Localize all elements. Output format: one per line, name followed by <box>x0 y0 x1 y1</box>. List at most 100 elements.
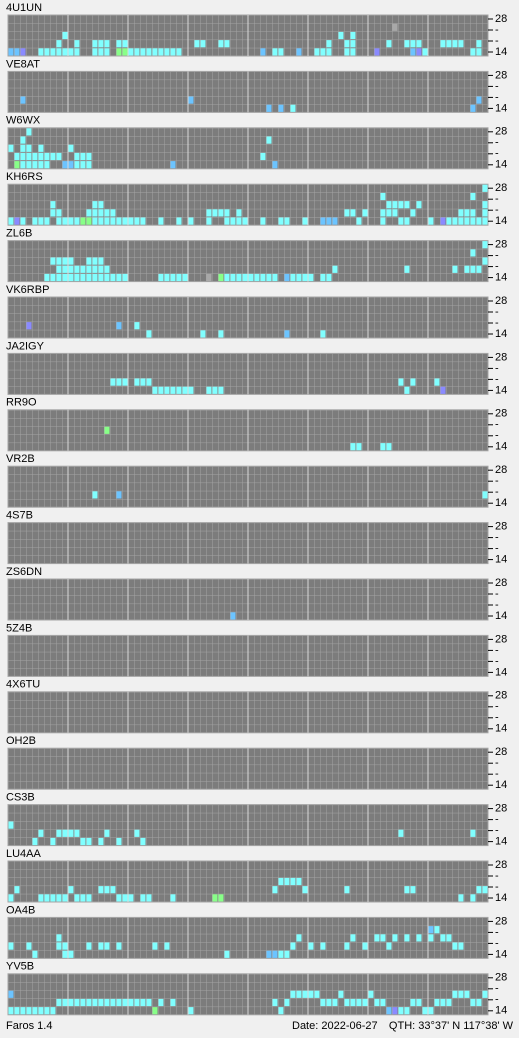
signal-cell <box>374 998 380 1007</box>
signal-cell <box>392 201 398 209</box>
band-label: 14 <box>495 836 507 848</box>
signal-cell <box>146 330 152 338</box>
signal-cell <box>350 998 356 1007</box>
signal-cell <box>470 48 476 56</box>
signal-cell <box>50 1007 56 1015</box>
signal-cell <box>56 894 62 902</box>
signal-cell <box>428 934 434 942</box>
signal-cell <box>320 273 326 282</box>
signal-cell <box>104 217 110 225</box>
signal-cell <box>74 152 80 161</box>
signal-cell <box>116 894 122 902</box>
band-label: - <box>495 937 499 949</box>
signal-cell <box>470 894 476 902</box>
signal-cell <box>68 998 74 1007</box>
signal-cell <box>62 273 68 282</box>
signal-cell <box>128 217 134 225</box>
beacon-callsign: ZS6DN <box>6 566 42 578</box>
signal-cell <box>92 273 98 282</box>
signal-cell <box>152 1007 158 1015</box>
band-label: - <box>495 193 499 205</box>
signal-cell <box>98 998 104 1007</box>
signal-cell <box>476 40 482 48</box>
signal-cell <box>206 386 212 394</box>
signal-cell <box>176 48 182 56</box>
signal-cell <box>98 217 104 225</box>
signal-cell <box>176 386 182 394</box>
signal-cell <box>98 40 104 48</box>
signal-cell <box>308 990 314 998</box>
signal-cell <box>398 378 404 386</box>
signal-cell <box>50 273 56 282</box>
band-label: 28 <box>495 239 507 251</box>
signal-cell <box>104 48 110 56</box>
signal-cell <box>434 998 440 1007</box>
signal-cell <box>140 378 146 386</box>
signal-cell <box>392 209 398 217</box>
signal-cell <box>254 273 260 282</box>
signal-cell <box>86 942 92 950</box>
signal-cell <box>68 217 74 225</box>
signal-cell <box>74 40 80 48</box>
signal-cell <box>314 990 320 998</box>
signal-cell <box>56 934 62 942</box>
signal-cell <box>44 152 50 161</box>
signal-cell <box>110 998 116 1007</box>
signal-cell <box>206 273 212 282</box>
signal-cell <box>416 934 422 942</box>
signal-cell <box>422 1007 428 1015</box>
signal-cell <box>320 998 326 1007</box>
signal-cell <box>440 934 446 942</box>
signal-cell <box>248 273 254 282</box>
signal-cell <box>230 273 236 282</box>
band-label: 14 <box>495 215 507 227</box>
band-label: 28 <box>495 803 507 815</box>
signal-cell <box>464 265 470 273</box>
signal-cell <box>86 209 92 217</box>
signal-cell <box>74 273 80 282</box>
signal-cell <box>440 40 446 48</box>
signal-cell <box>26 128 32 136</box>
signal-cell <box>20 1007 26 1015</box>
signal-cell <box>224 209 230 217</box>
band-label: - <box>495 430 499 442</box>
signal-cell <box>296 877 302 886</box>
signal-cell <box>428 217 434 225</box>
beacon-callsign: YV5B <box>6 961 34 973</box>
signal-cell <box>290 273 296 282</box>
beacon-callsign: VR2B <box>6 453 35 465</box>
signal-cell <box>452 217 458 225</box>
signal-cell <box>482 209 488 217</box>
signal-cell <box>164 273 170 282</box>
signal-cell <box>218 40 224 48</box>
signal-cell <box>164 48 170 56</box>
signal-cell <box>278 104 284 112</box>
beacon-callsign: 4U1UN <box>6 2 42 14</box>
signal-cell <box>200 40 206 48</box>
signal-cell <box>32 950 38 958</box>
signal-cell <box>116 48 122 56</box>
signal-cell <box>116 942 122 950</box>
signal-cell <box>446 217 452 225</box>
signal-cell <box>122 48 128 56</box>
signal-cell <box>332 217 338 225</box>
signal-cell <box>164 386 170 394</box>
signal-cell <box>356 443 362 451</box>
signal-cell <box>350 209 356 217</box>
signal-cell <box>38 161 44 169</box>
signal-cell <box>80 265 86 273</box>
signal-cell <box>8 990 14 998</box>
app-version: Faros 1.4 <box>6 1020 52 1032</box>
signal-cell <box>8 821 14 829</box>
signal-cell <box>56 257 62 265</box>
signal-cell <box>308 942 314 950</box>
signal-cell <box>38 217 44 225</box>
signal-cell <box>320 217 326 225</box>
signal-cell <box>350 40 356 48</box>
signal-cell <box>146 378 152 386</box>
signal-cell <box>392 23 398 31</box>
beacon-callsign: JA2IGY <box>6 340 45 352</box>
